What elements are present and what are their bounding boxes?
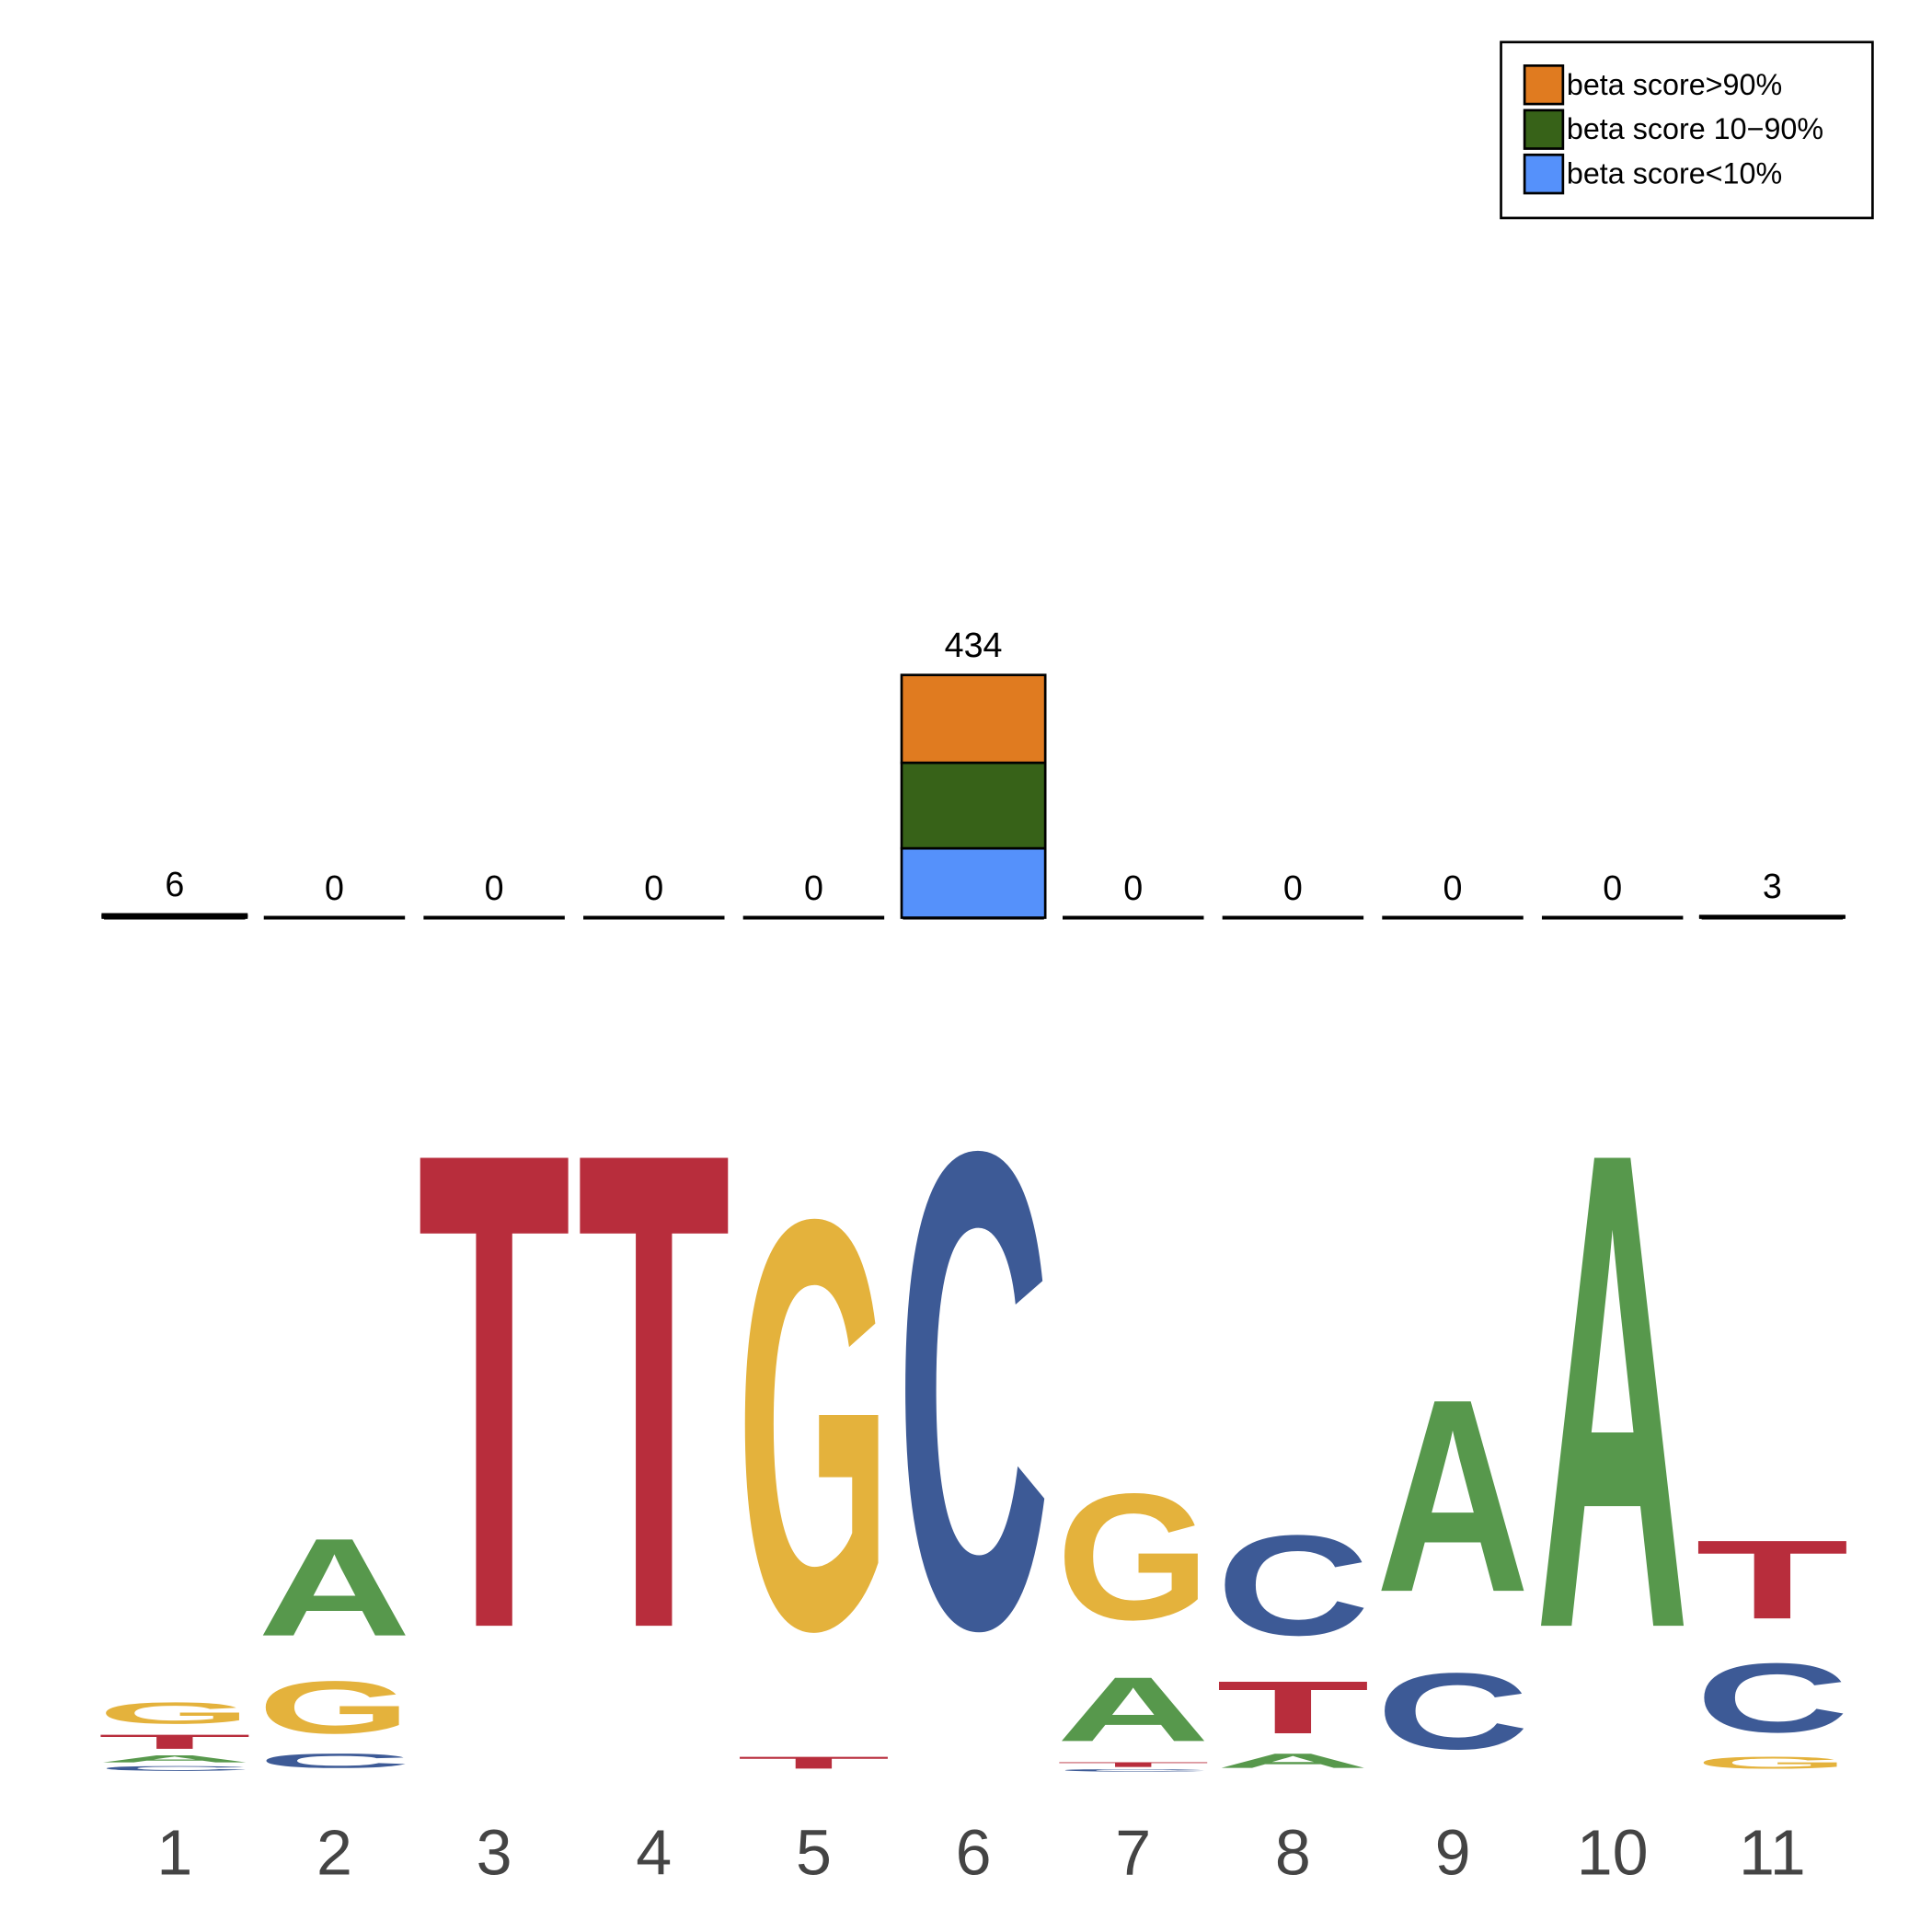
logo-letter: A [98,1754,251,1765]
logo-letter: C [1056,1768,1210,1772]
x-tick-label: 3 [477,1817,512,1889]
x-tick-label: 11 [1739,1817,1806,1889]
x-tick-label: 5 [796,1817,832,1889]
logo-letter: C [1696,1643,1849,1754]
bar-segment [900,673,1047,765]
total-label: 434 [945,626,1003,664]
x-tick-label: 10 [1577,1817,1649,1889]
total-label: 0 [1283,868,1303,907]
legend-swatch [1523,109,1565,150]
logo-letter: T [98,1731,251,1754]
logo-letter: G [258,1666,411,1750]
logo-letter: A [1056,1658,1210,1761]
logo-letter: A [1216,1749,1370,1772]
logo-letter: T [1696,1516,1849,1642]
x-tick-label: 4 [636,1817,672,1889]
total-label: 0 [1123,868,1143,907]
logo-letter: A [1535,1011,1689,1771]
logo-letter: C [98,1765,251,1772]
legend-swatch [1523,64,1565,106]
logo-letter: T [418,1012,571,1771]
logo-letter: G [737,1097,891,1752]
x-tick-label: 2 [316,1817,352,1889]
x-tick-label: 8 [1275,1817,1311,1889]
total-label: 0 [1603,868,1622,907]
total-label: 3 [1763,867,1782,905]
logo-letter: C [1376,1650,1530,1772]
total-label: 0 [485,868,504,907]
total-label: 0 [644,868,663,907]
logo-letter: G [1696,1754,1849,1773]
logo-letter: G [98,1696,251,1730]
total-label: 0 [325,868,344,907]
logo-letter: T [577,1012,730,1771]
logo-letter: A [258,1510,411,1665]
x-tick-label: 1 [156,1817,192,1889]
bar-segment [900,846,1047,919]
logo-letter: C [1216,1505,1370,1664]
logo-letter: T [1056,1761,1210,1768]
logo-letter: C [897,1011,1051,1771]
logo-letter: C [258,1749,411,1772]
bar-segment [900,761,1047,850]
legend-label: beta score>90% [1567,68,1782,101]
logo-letter: G [1056,1455,1210,1657]
x-tick-label: 9 [1435,1817,1471,1889]
legend-swatch [1523,153,1565,195]
x-tick-label: 6 [956,1817,992,1889]
logo-letter: T [737,1754,891,1773]
total-label: 0 [804,868,823,907]
logo-letter: A [1376,1341,1530,1650]
logo-letter: T [1216,1666,1370,1750]
x-tick-label: 7 [1115,1817,1151,1889]
legend-label: beta score 10−90% [1567,112,1823,145]
total-label: 6 [165,865,184,903]
bar-segment [1698,914,1846,918]
bar-segment [101,913,248,917]
total-label: 0 [1443,868,1463,907]
legend-label: beta score<10% [1567,157,1782,190]
